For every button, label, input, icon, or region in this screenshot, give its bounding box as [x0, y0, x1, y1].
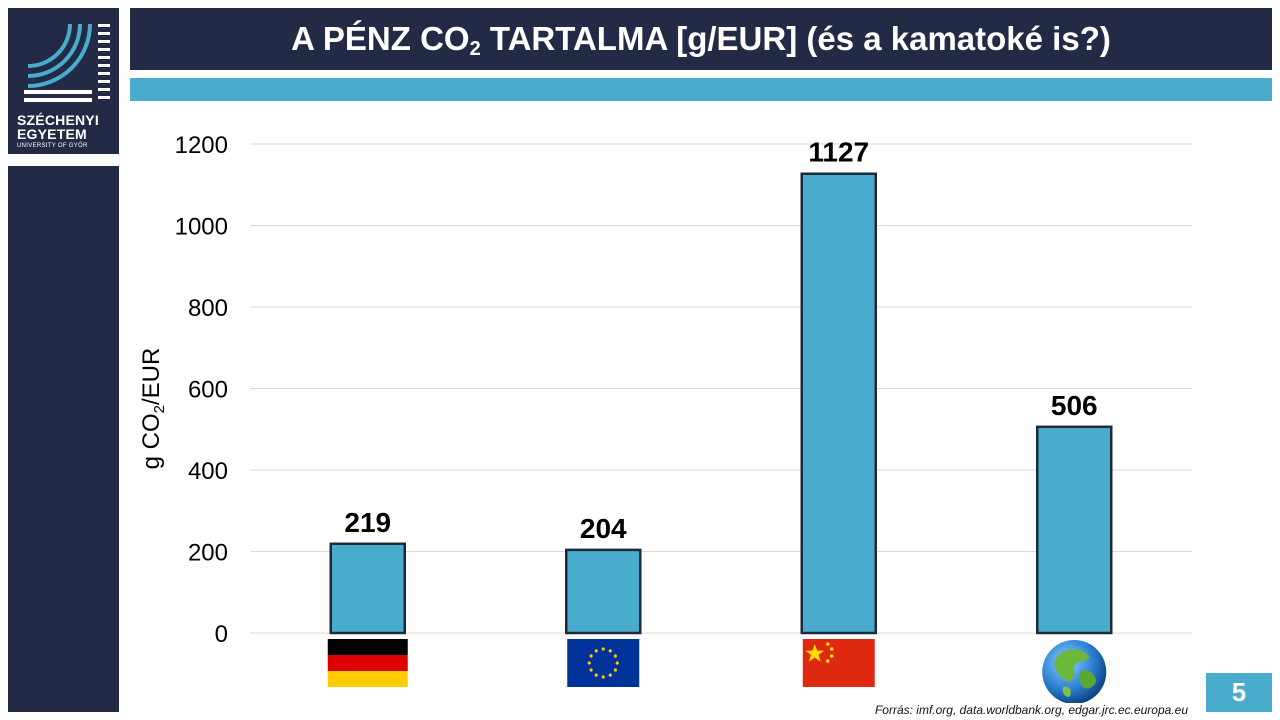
y-axis-label: g CO2/EUR	[138, 348, 168, 470]
eu-star	[615, 661, 619, 665]
y-tick-label: 800	[188, 295, 228, 322]
logo-text-line2: EGYETEM	[17, 126, 87, 142]
slide-title: A PÉNZ CO2 TARTALMA [g/EUR] (és a kamato…	[291, 20, 1111, 60]
title-bar: A PÉNZ CO2 TARTALMA [g/EUR] (és a kamato…	[130, 8, 1272, 70]
bar-chart: 0 200 400 600 800 1000 1200 219 204 1127 506 g CO…	[138, 132, 1192, 703]
sidebar-panel	[8, 166, 119, 712]
bars	[329, 172, 1113, 635]
y-tick-label: 1200	[175, 132, 228, 159]
eu-star	[594, 649, 598, 653]
bar	[1036, 425, 1113, 635]
source-citation: Forrás: imf.org, data.worldbank.org, edg…	[874, 703, 1188, 717]
y-tick-label: 0	[215, 621, 228, 648]
globe-icon	[1042, 640, 1107, 703]
eu-star	[587, 661, 591, 665]
y-tick-label: 200	[188, 540, 228, 567]
logo-text-line1: SZÉCHENYI	[17, 112, 99, 128]
y-axis-ticks: 0 200 400 600 800 1000 1200	[175, 132, 228, 648]
page-number: 5	[1206, 673, 1272, 712]
eu-star	[608, 673, 612, 677]
accent-bar	[130, 78, 1272, 101]
eu-star	[601, 675, 605, 679]
bar	[800, 172, 877, 635]
germany-flag-icon	[327, 639, 408, 687]
university-logo: SZÉCHENYI EGYETEM UNIVERSITY OF GYŐR	[8, 8, 119, 154]
eu-star	[613, 654, 617, 658]
eu-flag-icon	[567, 639, 640, 687]
eu-star	[594, 673, 598, 677]
eu-star	[589, 654, 593, 658]
eu-star	[613, 668, 617, 672]
data-label: 1127	[808, 137, 869, 168]
eu-star	[589, 668, 593, 672]
logo-arcs-icon	[24, 23, 110, 102]
y-tick-label: 600	[188, 377, 228, 404]
data-labels: 219 204 1127 506	[344, 137, 1097, 544]
grid-lines	[250, 143, 1192, 634]
y-tick-label: 1000	[175, 214, 228, 241]
logo-text-line3: UNIVERSITY OF GYŐR	[17, 143, 88, 149]
bar	[329, 542, 406, 635]
china-flag-icon	[802, 639, 875, 687]
data-label: 204	[580, 513, 627, 544]
bar	[565, 548, 642, 635]
data-label: 219	[344, 507, 391, 538]
eu-star	[608, 649, 612, 653]
y-tick-label: 400	[188, 458, 228, 485]
data-label: 506	[1051, 390, 1098, 421]
eu-star	[601, 647, 605, 651]
